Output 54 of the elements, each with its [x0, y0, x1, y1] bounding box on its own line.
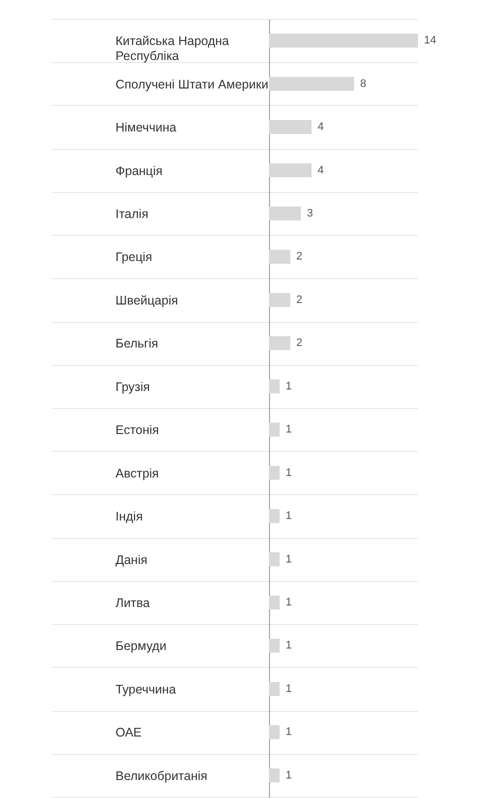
bar: [269, 206, 301, 220]
y-tick-label: Швейцарія: [116, 293, 178, 308]
data-label: 1: [286, 682, 292, 695]
bar: [269, 34, 418, 48]
data-label: 1: [286, 553, 292, 566]
data-label: 3: [306, 208, 314, 220]
bar: [269, 422, 280, 437]
bar: [269, 509, 280, 524]
y-tick-label: Сполучені Штати Америки: [116, 77, 268, 92]
data-label: 2: [296, 337, 302, 350]
data-label: 1: [286, 726, 292, 738]
y-tick-label: Індія: [116, 510, 143, 524]
data-label: 8: [360, 78, 366, 90]
y-tick-label: Бермуди: [116, 639, 166, 654]
y-tick-label: Данія: [116, 552, 148, 567]
y-tick-label: Туреччина: [116, 682, 176, 696]
y-tick-label: Грузія: [116, 380, 150, 394]
data-label: 1: [286, 380, 292, 392]
data-label: 14: [424, 34, 436, 47]
bar: [269, 120, 312, 134]
bar: [269, 768, 280, 782]
data-label: 4: [318, 121, 324, 134]
y-tick-label: Бельгія: [116, 336, 158, 351]
bar: [269, 292, 290, 307]
data-label: 1: [286, 640, 292, 652]
bar: [269, 250, 290, 264]
y-tick-label: Німеччина: [116, 120, 176, 135]
data-label: 2: [296, 294, 302, 306]
bar: [269, 466, 280, 480]
data-label: 2: [296, 250, 302, 263]
data-label: 4: [318, 164, 324, 176]
data-label: 1: [286, 466, 292, 479]
bar: [269, 336, 290, 350]
y-tick-label: ОАЕ: [116, 726, 142, 740]
y-tick-label: Естонія: [116, 423, 159, 438]
y-tick-label: Австрія: [116, 466, 159, 480]
y-tick-label: Франція: [116, 164, 163, 178]
bar: [269, 596, 280, 610]
data-label: 1: [286, 510, 292, 522]
y-tick-label: Греція: [116, 250, 152, 264]
bar: [269, 163, 312, 178]
data-label: 1: [286, 596, 292, 608]
data-label: 1: [286, 769, 292, 782]
bar: [269, 638, 280, 653]
y-tick-label: Литва: [116, 596, 150, 610]
y-tick-label: Великобританія: [116, 768, 208, 783]
bar: [269, 76, 354, 91]
bar: [269, 725, 280, 740]
y-tick-label: Китайська Народна Республіка: [116, 34, 230, 64]
bar: [269, 682, 280, 696]
bar: [269, 552, 280, 566]
data-label: 1: [286, 424, 292, 436]
y-tick-label: Італія: [116, 207, 148, 221]
bar: [269, 379, 280, 394]
